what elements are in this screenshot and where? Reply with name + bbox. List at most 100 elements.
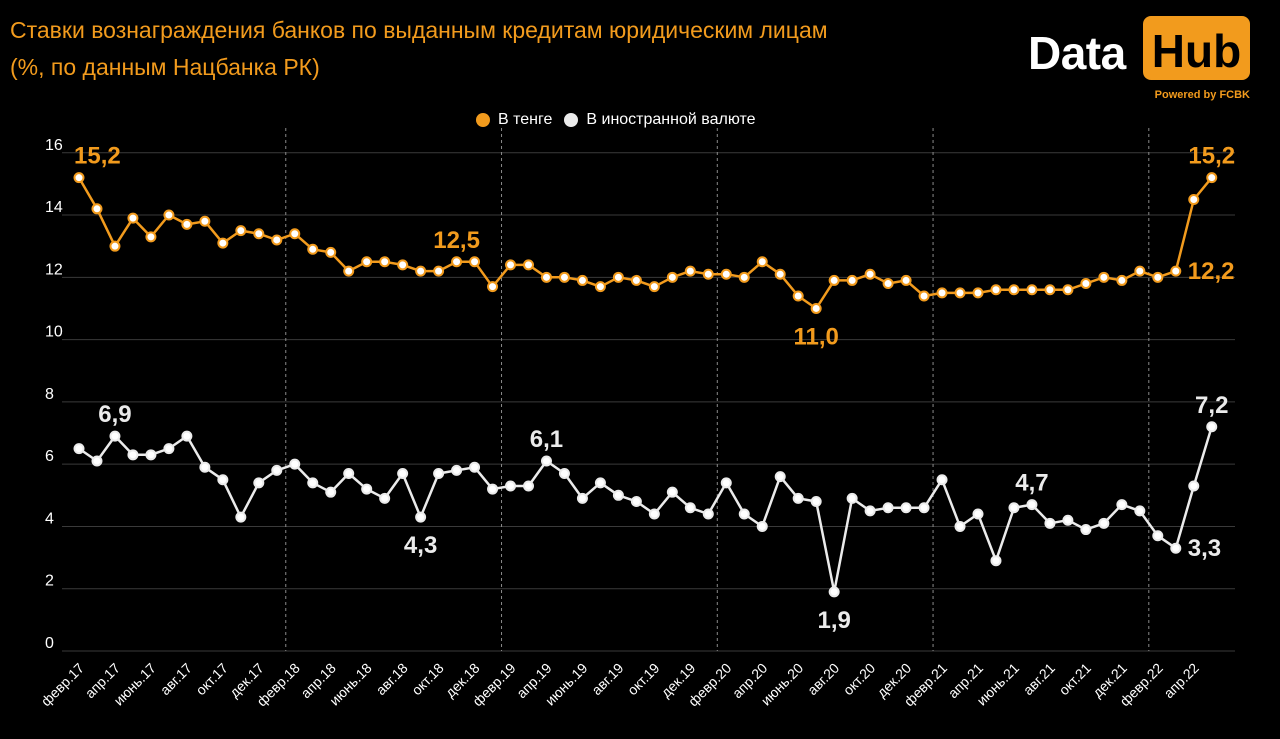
data-point-fx — [1152, 530, 1164, 542]
data-point-fx — [936, 474, 948, 486]
data-point-kzt — [289, 228, 301, 240]
data-point-fx — [648, 508, 660, 520]
data-point-kzt — [415, 265, 427, 277]
data-point-fx — [73, 443, 85, 455]
data-label-fx: 1,9 — [817, 607, 850, 634]
x-tick-label: окт.20 — [840, 660, 879, 699]
data-point-kzt — [199, 215, 211, 227]
logo-word-hub: Hub — [1151, 25, 1242, 77]
data-point-fx — [199, 461, 211, 473]
data-point-fx — [505, 480, 517, 492]
data-point-kzt — [1134, 265, 1146, 277]
chart-legend: В тенге В иностранной валюте — [476, 110, 768, 130]
data-point-fx — [433, 468, 445, 480]
data-point-kzt — [217, 237, 229, 249]
data-point-kzt — [1188, 193, 1200, 205]
data-point-kzt — [846, 274, 858, 286]
legend-item-fx: В иностранной валюте — [564, 111, 756, 129]
data-label-fx: 7,2 — [1195, 392, 1228, 419]
data-point-kzt — [954, 287, 966, 299]
data-point-fx — [1026, 499, 1038, 511]
data-point-fx — [630, 496, 642, 508]
data-point-kzt — [630, 274, 642, 286]
data-point-fx — [576, 492, 588, 504]
x-tick-label: февр.17 — [38, 660, 88, 710]
data-point-fx — [109, 430, 121, 442]
series-line-kzt — [77, 176, 1213, 310]
data-point-fx — [145, 449, 157, 461]
data-point-fx — [1206, 421, 1218, 433]
data-point-kzt — [73, 172, 85, 184]
data-point-fx — [487, 483, 499, 495]
data-point-fx — [253, 477, 265, 489]
data-label-fx: 4,3 — [404, 532, 437, 559]
data-point-kzt — [792, 290, 804, 302]
data-point-fx — [397, 468, 409, 480]
y-tick-label: 0 — [45, 635, 54, 652]
logo-word-data: Data — [1028, 27, 1126, 79]
data-point-fx — [846, 492, 858, 504]
data-point-kzt — [612, 271, 624, 283]
data-point-kzt — [936, 287, 948, 299]
data-point-kzt — [756, 256, 768, 268]
data-point-fx — [702, 508, 714, 520]
data-point-kzt — [379, 256, 391, 268]
data-point-kzt — [882, 278, 894, 290]
y-tick-label: 6 — [45, 448, 54, 465]
data-point-kzt — [127, 212, 139, 224]
data-point-fx — [540, 455, 552, 467]
data-point-fx — [612, 489, 624, 501]
x-tick-label: авг.20 — [804, 660, 842, 698]
data-point-kzt — [253, 228, 265, 240]
data-point-fx — [163, 443, 175, 455]
data-point-fx — [1044, 517, 1056, 529]
data-point-fx — [343, 468, 355, 480]
data-point-kzt — [1152, 271, 1164, 283]
data-point-fx — [379, 492, 391, 504]
data-point-kzt — [594, 281, 606, 293]
logo-tagline: Powered by FCBK — [1154, 89, 1250, 101]
x-tick-label: авг.18 — [373, 660, 411, 698]
data-point-kzt — [684, 265, 696, 277]
data-point-kzt — [720, 268, 732, 280]
data-label-kzt: 15,2 — [1188, 143, 1235, 170]
data-point-fx — [271, 464, 283, 476]
legend-label-kzt: В тенге — [498, 111, 553, 128]
data-point-kzt — [163, 209, 175, 221]
data-label-kzt: 12,5 — [433, 227, 480, 254]
data-point-fx — [756, 520, 768, 532]
data-point-fx — [415, 511, 427, 523]
data-point-kzt — [1026, 284, 1038, 296]
chart-title: Ставки вознаграждения банков по выданным… — [10, 12, 828, 86]
data-point-fx — [307, 477, 319, 489]
data-point-fx — [1098, 517, 1110, 529]
data-point-kzt — [1062, 284, 1074, 296]
data-point-fx — [990, 555, 1002, 567]
data-point-kzt — [271, 234, 283, 246]
data-point-kzt — [918, 290, 930, 302]
data-point-kzt — [397, 259, 409, 271]
data-point-fx — [361, 483, 373, 495]
data-point-fx — [774, 471, 786, 483]
data-point-kzt — [1206, 172, 1218, 184]
data-point-fx — [864, 505, 876, 517]
data-point-kzt — [864, 268, 876, 280]
data-point-kzt — [505, 259, 517, 271]
data-point-kzt — [1170, 265, 1182, 277]
data-point-fx — [828, 586, 840, 598]
y-tick-label: 8 — [45, 386, 54, 403]
x-tick-label: авг.17 — [157, 660, 195, 698]
data-point-fx — [289, 458, 301, 470]
data-label-fx: 6,9 — [98, 401, 131, 428]
data-point-kzt — [1098, 271, 1110, 283]
data-point-fx — [127, 449, 139, 461]
data-label-fx: 4,7 — [1015, 470, 1048, 497]
data-point-fx — [325, 486, 337, 498]
data-point-kzt — [91, 203, 103, 215]
data-point-kzt — [361, 256, 373, 268]
data-label-fx: 3,3 — [1188, 535, 1221, 562]
data-point-fx — [882, 502, 894, 514]
data-point-kzt — [540, 271, 552, 283]
data-point-kzt — [523, 259, 534, 271]
y-tick-label: 2 — [45, 573, 54, 590]
